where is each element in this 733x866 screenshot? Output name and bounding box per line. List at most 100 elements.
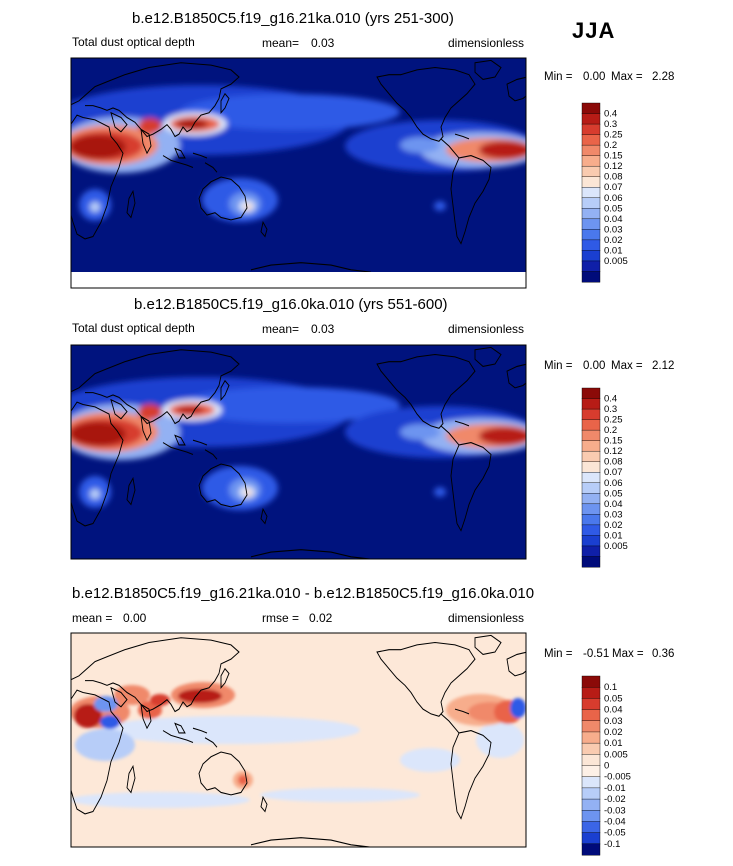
panel1-colorbar-tick-label: 0.15 — [604, 151, 623, 162]
panel1-colorbar-box — [581, 134, 601, 146]
panel3-difference-field — [71, 682, 526, 808]
panel3-colorbar-tick-label: 0.03 — [604, 716, 623, 727]
panel3-colorbar-box — [581, 776, 601, 789]
panel2-colorbar-box — [581, 429, 601, 442]
panel1-colorbar-tick-label: 0.3 — [604, 119, 617, 130]
panel1-min-label: Min = — [544, 71, 573, 83]
panel3-colorbar-box — [581, 787, 601, 800]
panel3-colorbar-tick-label: 0.04 — [604, 705, 623, 716]
panel2-dust-field — [71, 377, 526, 510]
panel2-colorbar-box — [581, 535, 601, 547]
panel1-colorbar-tick-label: 0.03 — [604, 224, 623, 235]
panel2-map-frame — [70, 344, 527, 560]
panel3-colorbar-box — [581, 843, 601, 856]
panel2-variable-label: Total dust optical depth — [72, 321, 195, 335]
panel2-colorbar-box — [581, 514, 601, 526]
panel1-colorbar-box — [581, 165, 601, 178]
panel2-colorbar-tick-label: 0.01 — [604, 530, 623, 541]
panel3-map — [71, 633, 526, 847]
panel1-colorbar-tick-label: 0.02 — [604, 235, 623, 246]
panel3-colorbar-box — [581, 720, 601, 733]
panel1-colorbar-box — [581, 113, 601, 125]
panel3-rmse-label: rmse = — [262, 611, 300, 625]
panel2-min-label: Min = — [544, 360, 573, 372]
panel2-colorbar-box — [581, 472, 601, 484]
panel1-colorbar-box — [581, 271, 601, 283]
panel2-units: dimensionless — [448, 322, 525, 336]
panel2-title: b.e12.B1850C5.f19_g16.0ka.010 (yrs 551-6… — [134, 296, 448, 313]
panel2-colorbar-box — [581, 503, 601, 515]
panel1-colorbar-box — [581, 239, 601, 251]
panel1-colorbar-box — [581, 176, 601, 188]
panel1-colorbar: 0.40.30.250.20.150.120.080.070.060.050.0… — [581, 102, 628, 283]
panel2-colorbar-box — [581, 482, 601, 494]
panel2-colorbar-tick-label: 0.4 — [604, 394, 617, 405]
panel1-variable-label: Total dust optical depth — [72, 35, 195, 49]
panel3-map-frame — [70, 632, 527, 848]
panel2-colorbar-box — [581, 545, 601, 557]
panel1-colorbar-tick-label: 0.04 — [604, 214, 623, 225]
panel3-max-label: Max = — [612, 648, 644, 660]
panel1-colorbar-box — [581, 197, 601, 209]
panel3-colorbar-tick-label: 0.01 — [604, 738, 623, 749]
panel2-mean-value: 0.03 — [311, 322, 335, 336]
panel3-colorbar-tick-label: -0.04 — [604, 816, 626, 827]
panel1-mean-value: 0.03 — [311, 36, 335, 50]
panel3-colorbar-box — [581, 742, 601, 755]
panel1-colorbar-tick-label: 0.25 — [604, 130, 623, 141]
panel2-colorbar-box — [581, 419, 601, 431]
panel2-colorbar-box — [581, 461, 601, 473]
panel3-title: b.e12.B1850C5.f19_g16.21ka.010 - b.e12.B… — [72, 585, 535, 602]
panel1-colorbar-tick-label: 0.08 — [604, 172, 623, 183]
panel1-units: dimensionless — [448, 36, 525, 50]
panel1-max-value: 2.28 — [652, 71, 675, 83]
panel3-colorbar-box — [581, 810, 601, 822]
panel3-mean-label: mean = — [72, 611, 113, 625]
panel3-colorbar-tick-label: -0.005 — [604, 772, 631, 783]
panel1-mean-label: mean= — [262, 36, 300, 50]
panel3-units: dimensionless — [448, 611, 525, 625]
panel1-colorbar-box — [581, 208, 601, 220]
panel3-colorbar-tick-label: 0.1 — [604, 682, 617, 693]
panel2-colorbar-tick-label: 0.06 — [604, 478, 623, 489]
panel3-colorbar-tick-label: -0.05 — [604, 828, 626, 839]
panel1-colorbar-tick-label: 0.4 — [604, 109, 617, 120]
panel1-map — [71, 58, 526, 272]
panel2-colorbar-tick-label: 0.15 — [604, 436, 623, 447]
panel3-colorbar-box — [581, 798, 601, 811]
panel2-colorbar-box — [581, 440, 601, 452]
panel3-colorbar-box — [581, 765, 601, 778]
panel2-mean-label: mean= — [262, 322, 300, 336]
panel2-max-value: 2.12 — [652, 360, 675, 372]
panel2-min-value: 0.00 — [583, 360, 606, 372]
panel2-map — [71, 345, 526, 559]
panel3-colorbar-box — [581, 709, 601, 722]
panel1-colorbar-tick-label: 0.005 — [604, 256, 628, 267]
panel2-max-label: Max = — [611, 360, 643, 372]
panel1-min-value: 0.00 — [583, 71, 606, 83]
panel2-colorbar-box — [581, 408, 601, 421]
panel2-colorbar-tick-label: 0.07 — [604, 467, 623, 478]
panel2-colorbar-tick-label: 0.05 — [604, 488, 623, 499]
panel2-colorbar-tick-label: 0.04 — [604, 499, 623, 510]
panel2-colorbar-tick-label: 0.08 — [604, 457, 623, 468]
panel2-colorbar-box — [581, 524, 601, 536]
panel3-colorbar-tick-label: 0.005 — [604, 749, 628, 760]
panel1-colorbar-tick-label: 0.2 — [604, 140, 617, 151]
panel2-colorbar-box — [581, 493, 601, 505]
panel3-colorbar-tick-label: -0.02 — [604, 794, 626, 805]
panel1-colorbar-box — [581, 260, 601, 272]
panel3-mean-value: 0.00 — [123, 611, 147, 625]
panel1-colorbar-box — [581, 218, 601, 230]
panel1-colorbar-box — [581, 144, 601, 157]
panel1-colorbar-box — [581, 229, 601, 241]
panel2-colorbar-tick-label: 0.005 — [604, 541, 628, 552]
panel3-colorbar-tick-label: -0.01 — [604, 783, 626, 794]
panel1-colorbar-tick-label: 0.01 — [604, 245, 623, 256]
panel1-colorbar-tick-label: 0.07 — [604, 182, 623, 193]
panel1-colorbar-box — [581, 102, 601, 115]
panel1-max-label: Max = — [611, 71, 643, 83]
panel3-colorbar-box — [581, 675, 601, 688]
panel1-colorbar-tick-label: 0.12 — [604, 161, 623, 172]
panel2-colorbar-tick-label: 0.25 — [604, 415, 623, 426]
